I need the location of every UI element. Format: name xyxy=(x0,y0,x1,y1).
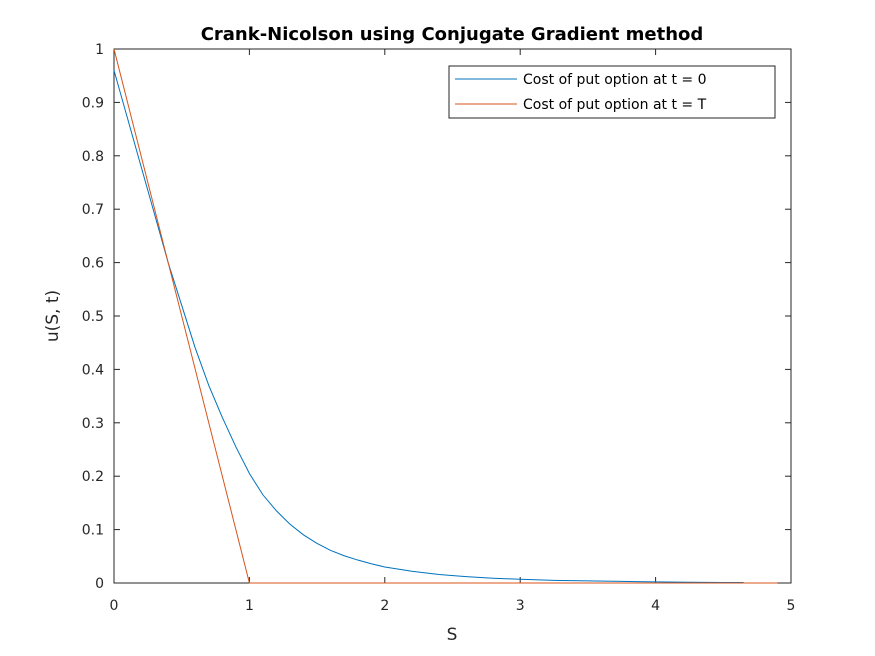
x-tick-label: 1 xyxy=(245,598,254,614)
x-tick-label: 3 xyxy=(516,598,525,614)
plot-area xyxy=(113,48,792,584)
series-line-put-t0 xyxy=(113,70,744,583)
legend: Cost of put option at t = 0 Cost of put … xyxy=(448,65,776,119)
y-tick-label: 0.7 xyxy=(82,202,104,218)
x-axis-label: S xyxy=(447,625,458,645)
y-tick-label: 1 xyxy=(95,42,104,58)
x-tick-label: 5 xyxy=(787,598,796,614)
y-tick-label: 0.8 xyxy=(82,149,104,165)
legend-entry-tT: Cost of put option at t = T xyxy=(523,97,707,113)
y-tick-label: 0.5 xyxy=(82,309,104,325)
series-layer xyxy=(113,48,778,584)
y-tick-label: 0 xyxy=(95,576,104,592)
chart-title: Crank-Nicolson using Conjugate Gradient … xyxy=(201,24,704,45)
legend-entry-t0: Cost of put option at t = 0 xyxy=(523,72,706,88)
x-tick-label: 0 xyxy=(110,598,119,614)
x-tick-label: 4 xyxy=(651,598,660,614)
y-tick-label: 0.9 xyxy=(82,95,104,111)
legend-box xyxy=(448,65,776,119)
y-tick-label: 0.3 xyxy=(82,416,104,432)
y-axis-label: u(S, t) xyxy=(43,290,63,342)
y-tick-label: 0.6 xyxy=(82,256,104,272)
y-tick-label: 0.1 xyxy=(82,523,104,539)
series-line-put-tT xyxy=(113,48,778,584)
y-tick-label: 0.2 xyxy=(82,469,104,485)
x-tick-label: 2 xyxy=(380,598,389,614)
y-tick-label: 0.4 xyxy=(82,362,104,378)
y-axis-ticks: 0 0.1 0.2 0.3 0.4 0.5 0.6 0.7 0.8 0.9 1 xyxy=(82,42,791,592)
